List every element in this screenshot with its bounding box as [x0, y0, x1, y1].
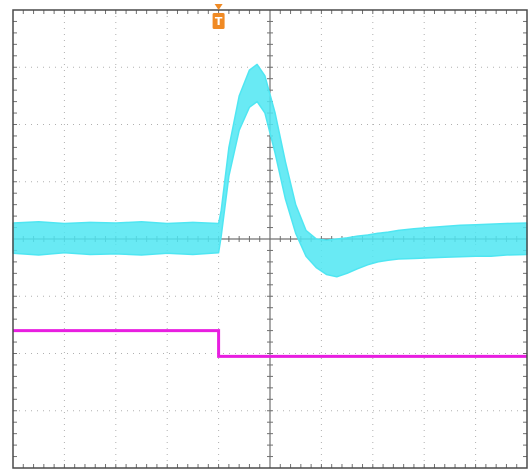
trigger-marker: T	[212, 4, 225, 29]
trigger-badge	[212, 13, 225, 29]
frame-layer	[12, 9, 528, 469]
trigger-label: T	[215, 15, 223, 28]
series-1-trace	[13, 329, 527, 358]
trigger-arrow-icon	[214, 4, 223, 10]
plot-frame	[12, 9, 528, 469]
